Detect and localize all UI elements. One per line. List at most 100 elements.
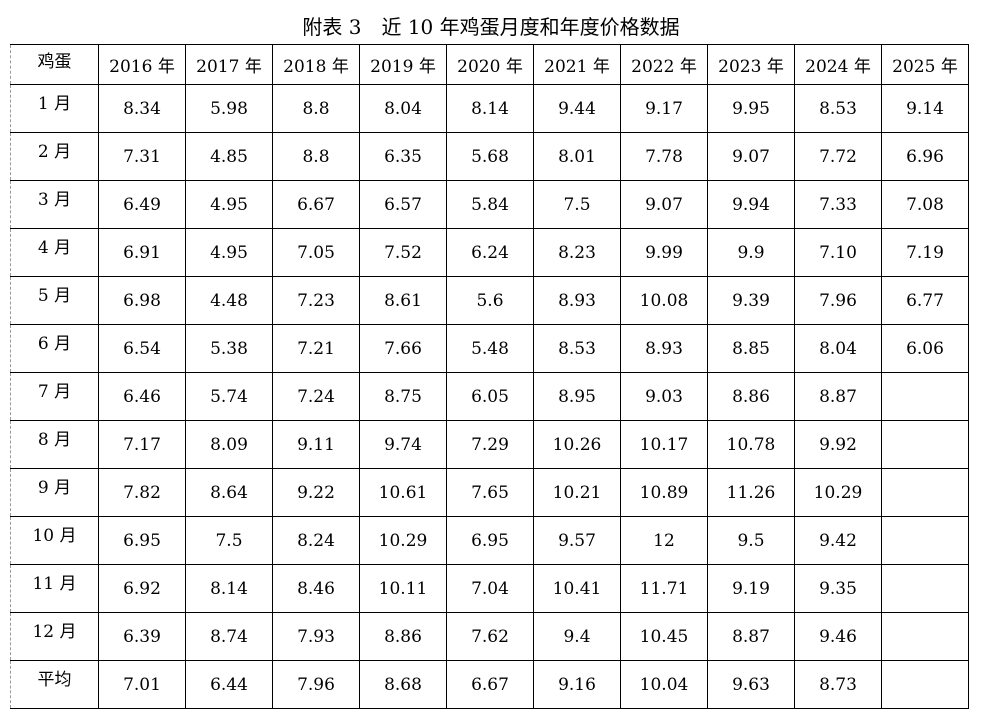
table-row: 10 月 6.95 7.5 8.24 10.29 6.95 9.57 12 9.5 9.42 <box>10 516 969 565</box>
price-cell: 9.35 <box>794 564 882 613</box>
price-cell: 8.93 <box>620 324 708 373</box>
price-cell: 10.11 <box>359 564 447 613</box>
table-title: 附表 3 近 10 年鸡蛋月度和年度价格数据 <box>302 15 680 39</box>
month-label: 6 月 <box>10 324 99 373</box>
price-cell: 7.96 <box>794 276 882 325</box>
price-cell: 7.04 <box>446 564 534 613</box>
price-cell: 8.85 <box>707 324 795 373</box>
price-cell: 5.6 <box>446 276 534 325</box>
price-cell: 5.84 <box>446 180 534 229</box>
price-cell: 6.67 <box>272 180 360 229</box>
price-cell: 9.4 <box>533 612 621 661</box>
table-row: 2 月 7.31 4.85 8.8 6.35 5.68 8.01 7.78 9.07 7.72 6.… <box>10 132 969 181</box>
price-cell: 6.67 <box>446 660 534 709</box>
price-cell: 6.44 <box>185 660 273 709</box>
price-cell: 8.61 <box>359 276 447 325</box>
price-cell: 10.29 <box>794 468 882 517</box>
price-cell: 6.95 <box>98 516 186 565</box>
price-cell: 8.04 <box>794 324 882 373</box>
price-cell: 9.11 <box>272 420 360 469</box>
table-row: 7 月 6.46 5.74 7.24 8.75 6.05 8.95 9.03 8.86 8.87 <box>10 372 969 421</box>
price-cell: 6.49 <box>98 180 186 229</box>
price-cell: 5.74 <box>185 372 273 421</box>
price-cell: 9.95 <box>707 84 795 133</box>
price-cell <box>881 564 969 613</box>
table-row: 12 月 6.39 8.74 7.93 8.86 7.62 9.4 10.45 8.87 9.46 <box>10 612 969 661</box>
price-cell: 7.29 <box>446 420 534 469</box>
month-label: 2 月 <box>10 132 99 181</box>
price-cell: 6.98 <box>98 276 186 325</box>
price-cell: 6.46 <box>98 372 186 421</box>
price-cell: 8.14 <box>446 84 534 133</box>
price-cell: 8.74 <box>185 612 273 661</box>
price-cell <box>881 468 969 517</box>
table-row: 4 月 6.91 4.95 7.05 7.52 6.24 8.23 9.99 9.9 7.10 7.… <box>10 228 969 277</box>
price-cell: 10.61 <box>359 468 447 517</box>
price-cell: 8.23 <box>533 228 621 277</box>
month-label: 11 月 <box>10 564 99 613</box>
price-cell: 9.94 <box>707 180 795 229</box>
price-cell: 6.77 <box>881 276 969 325</box>
year-header: 2023 年 <box>707 44 795 85</box>
price-cell: 8.8 <box>272 132 360 181</box>
price-cell: 9.99 <box>620 228 708 277</box>
price-cell: 9.46 <box>794 612 882 661</box>
price-cell: 9.22 <box>272 468 360 517</box>
price-cell: 7.93 <box>272 612 360 661</box>
year-header: 2020 年 <box>446 44 534 85</box>
price-cell: 8.93 <box>533 276 621 325</box>
table-row: 5 月 6.98 4.48 7.23 8.61 5.6 8.93 10.08 9.39 7.96 6… <box>10 276 969 325</box>
price-cell: 9.44 <box>533 84 621 133</box>
table-row: 平均 7.01 6.44 7.96 8.68 6.67 9.16 10.04 9.63 8.73 <box>10 660 969 709</box>
price-cell: 7.31 <box>98 132 186 181</box>
price-cell: 8.53 <box>533 324 621 373</box>
year-header: 2019 年 <box>359 44 447 85</box>
year-header: 2021 年 <box>533 44 621 85</box>
month-label: 12 月 <box>10 612 99 661</box>
price-cell: 8.01 <box>533 132 621 181</box>
price-cell: 9.74 <box>359 420 447 469</box>
price-cell: 4.48 <box>185 276 273 325</box>
price-cell: 6.06 <box>881 324 969 373</box>
price-cell: 5.48 <box>446 324 534 373</box>
price-cell: 9.42 <box>794 516 882 565</box>
table-row: 3 月 6.49 4.95 6.67 6.57 5.84 7.5 9.07 9.94 7.33 7.… <box>10 180 969 229</box>
price-cell <box>881 516 969 565</box>
price-cell: 10.04 <box>620 660 708 709</box>
price-cell: 9.5 <box>707 516 795 565</box>
price-cell: 9.63 <box>707 660 795 709</box>
price-cell: 11.26 <box>707 468 795 517</box>
price-cell: 8.09 <box>185 420 273 469</box>
price-cell: 9.16 <box>533 660 621 709</box>
price-cell <box>881 420 969 469</box>
price-cell <box>881 372 969 421</box>
price-cell: 6.39 <box>98 612 186 661</box>
month-label: 10 月 <box>10 516 99 565</box>
price-cell: 7.33 <box>794 180 882 229</box>
price-cell: 7.82 <box>98 468 186 517</box>
price-cell: 10.29 <box>359 516 447 565</box>
price-cell <box>881 612 969 661</box>
price-cell: 7.24 <box>272 372 360 421</box>
price-cell: 7.19 <box>881 228 969 277</box>
price-cell: 7.08 <box>881 180 969 229</box>
price-cell: 7.72 <box>794 132 882 181</box>
price-cell: 8.34 <box>98 84 186 133</box>
price-cell: 10.08 <box>620 276 708 325</box>
price-cell: 8.53 <box>794 84 882 133</box>
price-cell: 7.17 <box>98 420 186 469</box>
price-cell: 7.21 <box>272 324 360 373</box>
price-cell: 7.78 <box>620 132 708 181</box>
price-cell: 9.07 <box>707 132 795 181</box>
price-cell: 9.14 <box>881 84 969 133</box>
price-cell: 8.86 <box>359 612 447 661</box>
price-cell: 9.92 <box>794 420 882 469</box>
price-cell: 6.24 <box>446 228 534 277</box>
year-header: 2024 年 <box>794 44 882 85</box>
table-row: 1 月 8.34 5.98 8.8 8.04 8.14 9.44 9.17 9.95 8.53 9.… <box>10 84 969 133</box>
price-cell: 4.95 <box>185 180 273 229</box>
price-cell: 8.87 <box>707 612 795 661</box>
price-cell: 10.17 <box>620 420 708 469</box>
table-row: 8 月 7.17 8.09 9.11 9.74 7.29 10.26 10.17 10.78 9.… <box>10 420 969 469</box>
price-cell: 7.52 <box>359 228 447 277</box>
